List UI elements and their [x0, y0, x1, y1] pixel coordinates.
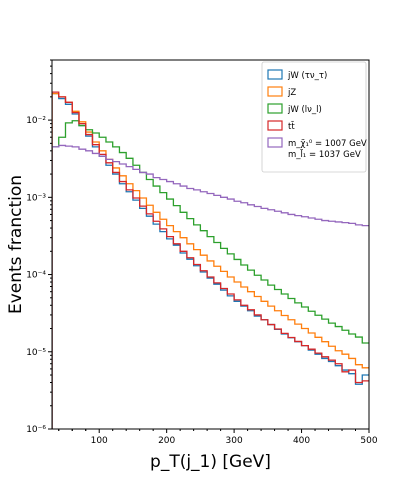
series-line-1 — [52, 93, 369, 429]
legend-swatch — [267, 137, 283, 148]
x-tick-label: 100 — [91, 436, 108, 446]
y-axis-label: Events franction — [6, 175, 26, 314]
y-tick-label: 10⁻⁵ — [26, 348, 46, 358]
legend-label: jW (τν_τ) — [287, 71, 327, 81]
axes: 100 200 300 400 500 10⁻⁶ 10⁻⁵ 10⁻⁴ 10⁻³ 10⁻² — [26, 59, 378, 446]
y-tick-label: 10⁻⁴ — [26, 271, 46, 281]
plot-frame — [51, 59, 370, 430]
y-tick-label: 10⁻⁶ — [26, 425, 46, 435]
legend: jW (τν_τ) jZ jW (lν_l) tt̄ m_χ̃₁⁰ = 1007 GeV… — [261, 61, 367, 173]
x-axis-label: p_T(j_1) [GeV] — [150, 452, 271, 472]
series-line-3 — [52, 91, 369, 429]
legend-label: m_l̃₁ = 1037 GeV — [288, 148, 361, 160]
series-line-2 — [52, 120, 369, 429]
y-tick-label: 10⁻³ — [26, 193, 46, 203]
legend-label: tt̄ — [288, 120, 295, 132]
x-tick-label: 300 — [226, 436, 243, 446]
y-tick-label: 10⁻² — [26, 116, 46, 126]
series-layer — [52, 91, 369, 429]
x-tick-label: 400 — [293, 436, 310, 446]
legend-label: jW (lν_l) — [287, 105, 322, 115]
legend-box — [261, 61, 367, 173]
legend-swatch — [267, 120, 283, 131]
x-tick-label: 500 — [360, 436, 377, 446]
legend-swatch — [267, 69, 283, 80]
legend-swatch — [267, 86, 283, 97]
legend-swatch — [267, 103, 283, 114]
legend-label: jZ — [287, 88, 296, 98]
legend-label: m_χ̃₁⁰ = 1007 GeV — [288, 139, 367, 149]
series-line-4 — [52, 144, 369, 429]
x-tick-label: 200 — [158, 436, 175, 446]
